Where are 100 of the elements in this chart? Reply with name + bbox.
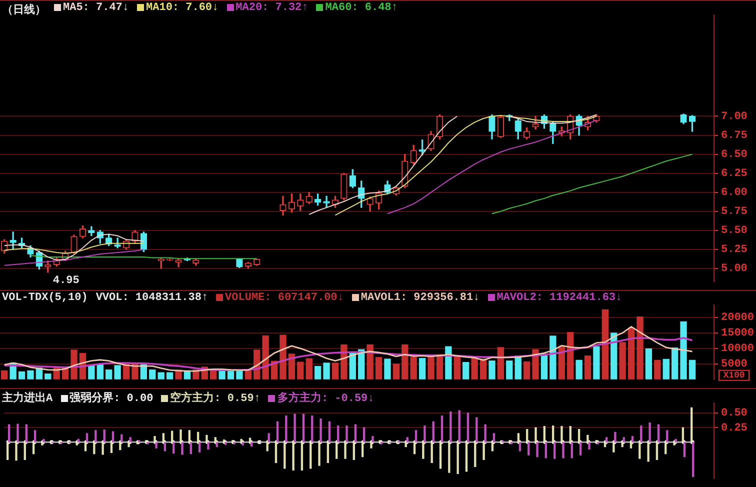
- bar: [579, 442, 582, 456]
- bar: [654, 360, 661, 380]
- bar: [638, 442, 641, 459]
- bar: [88, 364, 95, 380]
- y-tick-label: 10000: [721, 343, 754, 356]
- bar: [318, 442, 320, 466]
- bar: [428, 357, 434, 380]
- text: VVOL: 1048311.38↑: [96, 292, 208, 304]
- bar: [553, 442, 556, 459]
- bar: [149, 369, 156, 380]
- y-axis-title: X100: [723, 370, 745, 381]
- bar: [207, 442, 210, 450]
- bar: [392, 364, 400, 380]
- bar: [236, 370, 243, 380]
- bar: [300, 442, 304, 471]
- bar: [344, 442, 346, 459]
- bar: [1, 370, 8, 380]
- y-tick-label: 6.00: [721, 187, 748, 200]
- y-tick-label: 5.75: [721, 206, 748, 218]
- bar: [375, 357, 382, 380]
- bar: [164, 442, 166, 452]
- bar: [518, 442, 522, 452]
- y-tick-label: 7.00: [721, 111, 748, 123]
- bar: [610, 332, 618, 380]
- bar: [576, 360, 582, 380]
- bar: [93, 442, 96, 454]
- bar: [445, 346, 452, 380]
- bar: [44, 373, 52, 380]
- bar: [280, 334, 286, 380]
- legend-label: MA5: 7.47↓: [63, 2, 130, 14]
- bar: [584, 356, 592, 380]
- bar: [430, 442, 433, 463]
- bar: [602, 309, 608, 380]
- bar: [456, 442, 459, 474]
- legend-label: 强弱分界: 0.00: [70, 393, 154, 405]
- bar: [262, 335, 269, 380]
- bar: [544, 442, 547, 458]
- bar: [488, 360, 496, 380]
- bar: [18, 371, 26, 380]
- bar: [119, 442, 122, 450]
- y-tick-label: 0.50: [721, 408, 748, 420]
- bar: [284, 442, 286, 469]
- bar: [336, 442, 338, 459]
- legend-label: 多方主力: -0.59↓: [277, 393, 374, 405]
- bar: [114, 365, 121, 380]
- y-tick-label: 15000: [721, 328, 754, 340]
- chart-title: （日线）: [2, 2, 46, 17]
- bar: [340, 344, 348, 380]
- y-tick-label: 5000: [721, 358, 748, 371]
- y-tick-label: 0.25: [721, 422, 748, 434]
- bar: [84, 442, 87, 452]
- bar: [688, 360, 696, 380]
- bar: [310, 442, 312, 469]
- bar: [323, 362, 330, 380]
- bar: [462, 362, 470, 380]
- bar: [671, 347, 678, 380]
- bar: [647, 442, 650, 462]
- bar: [482, 442, 485, 460]
- bar: [181, 442, 184, 455]
- y-tick-label: 6.50: [721, 149, 748, 162]
- bar: [636, 316, 644, 380]
- bar: [292, 442, 294, 471]
- y-tick-label: 5.50: [721, 225, 748, 238]
- bar: [664, 442, 667, 454]
- bar: [567, 332, 574, 380]
- bar: [288, 354, 296, 380]
- bar: [349, 352, 356, 380]
- bar: [491, 442, 494, 452]
- bar: [198, 442, 201, 452]
- bar: [662, 358, 670, 380]
- bar: [6, 442, 9, 460]
- bar: [155, 442, 158, 448]
- bar: [128, 442, 130, 448]
- bar: [562, 442, 564, 458]
- bar: [645, 348, 652, 380]
- bar: [523, 361, 530, 380]
- bar: [102, 442, 104, 455]
- bar: [422, 442, 424, 459]
- bar: [362, 442, 364, 458]
- annotation: 4.95: [52, 275, 80, 288]
- bar: [680, 321, 687, 380]
- bar: [314, 366, 322, 380]
- chart-title: VOL-TDX(5,10): [2, 292, 88, 304]
- bar: [410, 357, 417, 380]
- bar: [418, 358, 426, 380]
- bar: [506, 360, 513, 380]
- bar: [413, 442, 416, 454]
- bar: [27, 370, 34, 380]
- bar: [306, 358, 312, 380]
- bar: [448, 442, 450, 473]
- bar: [326, 442, 330, 463]
- bar: [465, 442, 468, 472]
- bar: [536, 442, 538, 458]
- bar: [619, 342, 626, 380]
- bar: [32, 442, 35, 454]
- bar: [110, 442, 113, 454]
- bar: [656, 442, 658, 460]
- bar: [332, 362, 339, 380]
- y-tick-label: 6.25: [721, 168, 748, 180]
- bar: [274, 442, 278, 463]
